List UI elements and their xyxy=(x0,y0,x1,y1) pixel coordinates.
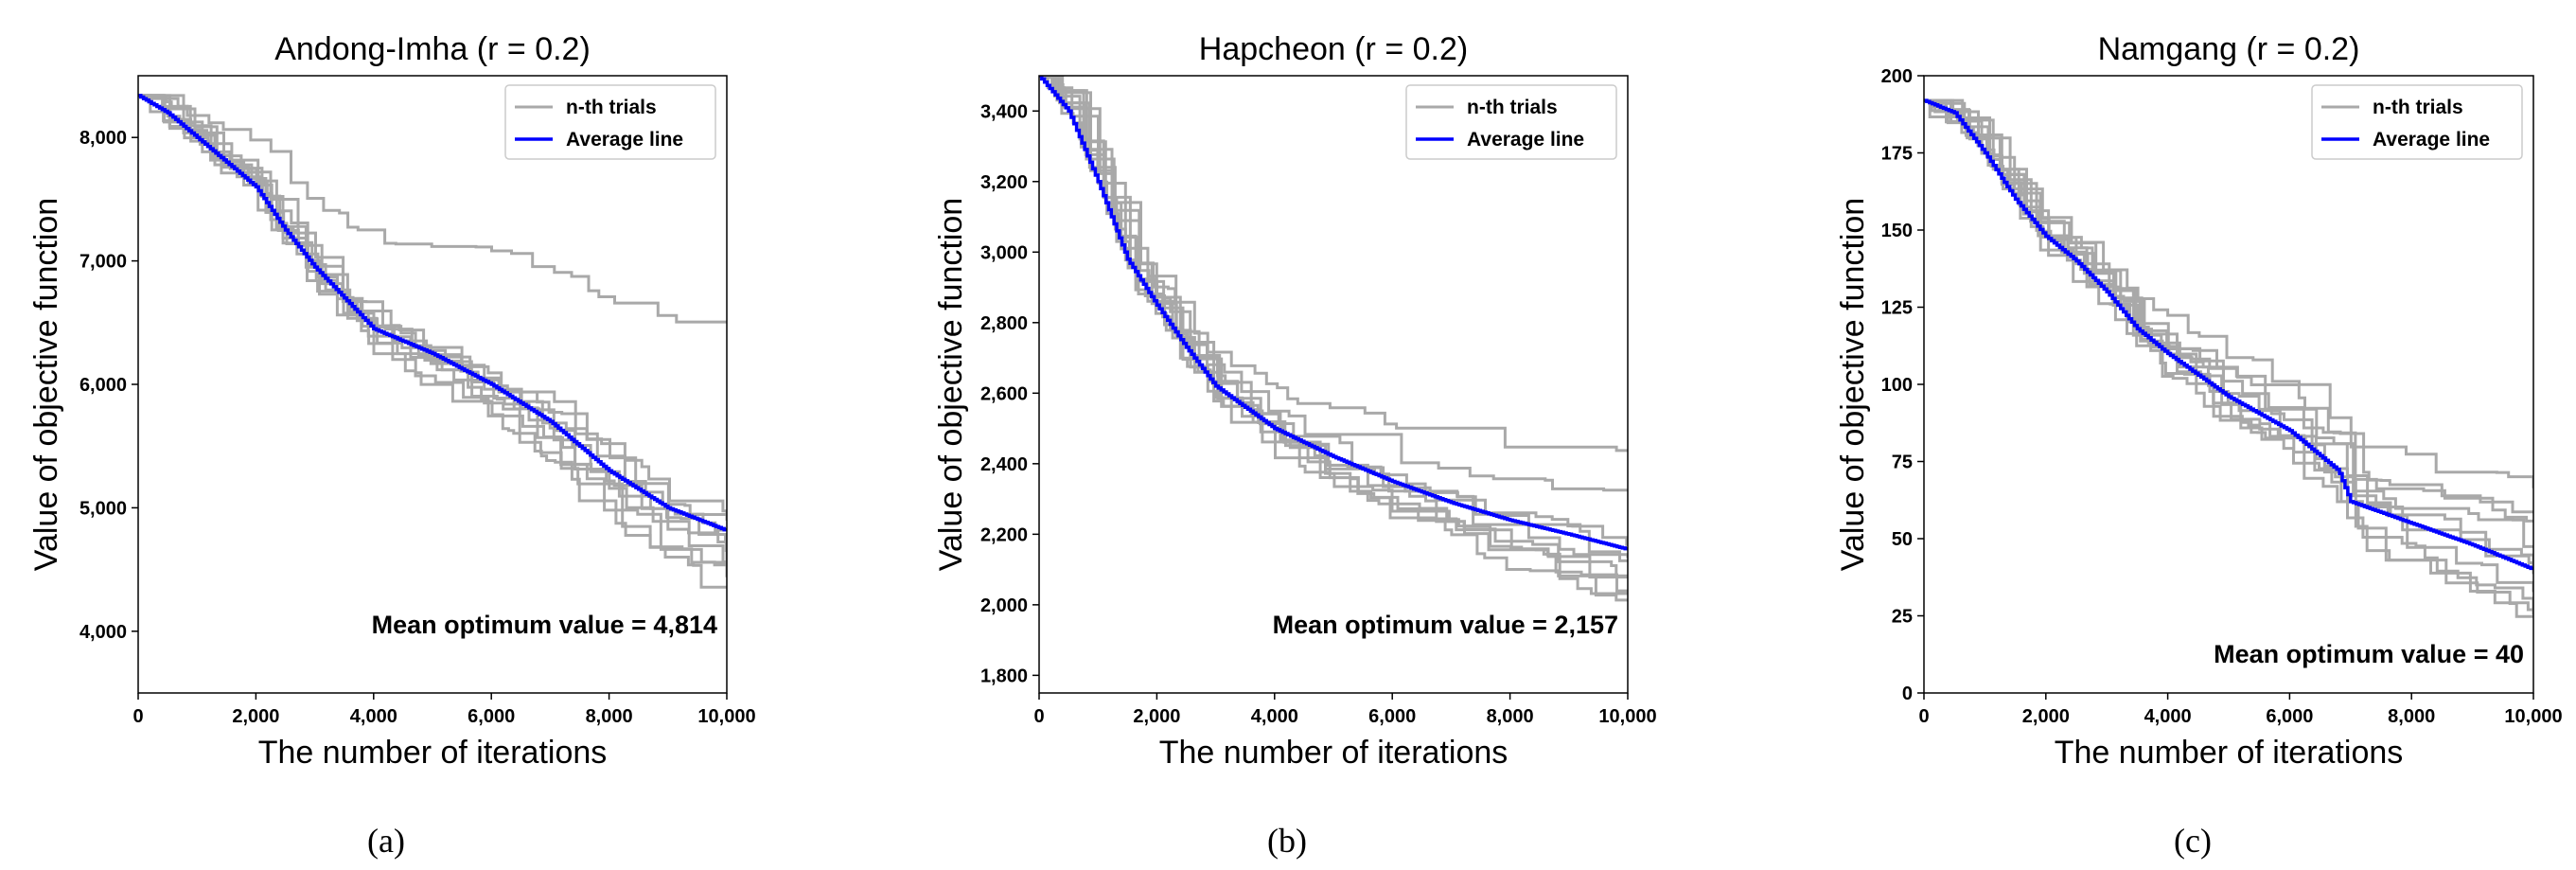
x-tick-label: 8,000 xyxy=(2388,706,2435,727)
mean-optimum-annotation: Mean optimum value = 40 xyxy=(2214,640,2524,668)
x-tick-label: 10,000 xyxy=(697,706,755,727)
x-tick-label: 4,000 xyxy=(1251,706,1298,727)
mean-optimum-annotation: Mean optimum value = 4,814 xyxy=(372,611,717,639)
trial-line xyxy=(1039,76,1628,595)
y-tick-label: 8,000 xyxy=(79,128,127,149)
legend-label-average: Average line xyxy=(566,129,683,151)
y-tick-label: 2,000 xyxy=(980,595,1028,616)
y-tick-label: 175 xyxy=(1881,144,1913,165)
x-tick-label: 2,000 xyxy=(2022,706,2070,727)
plot-area xyxy=(1924,98,2533,618)
x-axis-label: The number of iterations xyxy=(1159,735,1509,771)
plot-frame xyxy=(1038,75,1629,694)
trial-line xyxy=(138,94,727,532)
x-tick-label: 6,000 xyxy=(468,706,515,727)
x-tick-label: 2,000 xyxy=(1133,706,1180,727)
y-tick-label: 75 xyxy=(1892,453,1913,473)
y-tick-label: 2,400 xyxy=(980,454,1028,475)
y-tick-label: 6,000 xyxy=(79,375,127,396)
average-line xyxy=(138,94,727,532)
y-tick-label: 100 xyxy=(1881,375,1913,396)
x-tick-label: 8,000 xyxy=(1487,706,1534,727)
x-tick-label: 10,000 xyxy=(1598,706,1656,727)
chart-title: Hapcheon (r = 0.2) xyxy=(1199,31,1468,67)
y-axis-label: Value of objective function xyxy=(28,198,64,571)
legend-label-trials: n-th trials xyxy=(2373,97,2463,118)
chart-panel-2: Hapcheon (r = 0.2) 0 2,000 4,000 6,000 8,000 1… xyxy=(933,31,1657,860)
chart-title: Andong-Imha (r = 0.2) xyxy=(274,31,591,67)
trial-line xyxy=(1924,98,2533,488)
y-tick-label: 50 xyxy=(1892,529,1913,550)
legend-label-trials: n-th trials xyxy=(1467,97,1558,118)
panel-caption: (b) xyxy=(1267,822,1307,860)
legend-box xyxy=(1405,84,1617,160)
y-tick-label: 3,400 xyxy=(980,101,1028,122)
plot-area xyxy=(1039,76,1628,602)
y-tick-label: 200 xyxy=(1881,66,1913,87)
average-line xyxy=(1924,98,2533,571)
x-tick-label: 6,000 xyxy=(2266,706,2313,727)
panel-caption: (c) xyxy=(2174,822,2212,860)
y-tick-label: 3,000 xyxy=(980,242,1028,263)
y-tick-label: 0 xyxy=(1902,684,1913,704)
mean-optimum-annotation: Mean optimum value = 2,157 xyxy=(1273,611,1618,639)
trial-line xyxy=(1924,98,2533,615)
x-tick-label: 0 xyxy=(1033,706,1044,727)
chart-panel-3: Namgang (r = 0.2) 0 2,000 4,000 6,000 8,000 10… xyxy=(1835,31,2563,860)
legend: n-th trials Average line xyxy=(1405,84,1617,160)
trial-line xyxy=(138,94,727,563)
x-tick-label: 4,000 xyxy=(350,706,397,727)
y-tick-label: 150 xyxy=(1881,221,1913,241)
y-axis-label: Value of objective function xyxy=(1835,198,1871,571)
legend-label-trials: n-th trials xyxy=(566,97,657,118)
legend: n-th trials Average line xyxy=(2311,84,2523,160)
y-tick-label: 2,600 xyxy=(980,383,1028,404)
x-tick-label: 8,000 xyxy=(586,706,633,727)
panel-caption: (a) xyxy=(367,822,405,860)
x-tick-label: 0 xyxy=(1918,706,1929,727)
x-tick-label: 10,000 xyxy=(2504,706,2562,727)
legend-label-average: Average line xyxy=(2373,129,2490,151)
trial-line xyxy=(1924,98,2533,523)
y-axis-label: Value of objective function xyxy=(933,198,969,571)
average-line xyxy=(1039,76,1628,551)
trial-line xyxy=(138,94,727,324)
x-tick-label: 0 xyxy=(132,706,143,727)
chart-panel-1: Andong-Imha (r = 0.2) 0 2,000 4,000 6,000 8,0… xyxy=(28,31,756,860)
y-tick-label: 2,200 xyxy=(980,524,1028,545)
x-axis-label: The number of iterations xyxy=(258,735,608,771)
x-tick-label: 4,000 xyxy=(2144,706,2192,727)
y-tick-label: 1,800 xyxy=(980,666,1028,686)
legend-box xyxy=(504,84,716,160)
legend-box xyxy=(2311,84,2523,160)
chart-title: Namgang (r = 0.2) xyxy=(2098,31,2360,67)
x-tick-label: 2,000 xyxy=(232,706,279,727)
y-tick-label: 25 xyxy=(1892,607,1913,628)
x-axis-label: The number of iterations xyxy=(2055,735,2404,771)
x-tick-label: 6,000 xyxy=(1368,706,1416,727)
y-tick-label: 125 xyxy=(1881,298,1913,319)
trial-line xyxy=(138,94,727,589)
y-tick-label: 7,000 xyxy=(79,252,127,273)
y-tick-label: 4,000 xyxy=(79,622,127,643)
y-tick-label: 3,200 xyxy=(980,172,1028,193)
legend-label-average: Average line xyxy=(1467,129,1584,151)
legend: n-th trials Average line xyxy=(504,84,716,160)
plot-area xyxy=(138,94,727,589)
y-tick-label: 2,800 xyxy=(980,313,1028,334)
y-tick-label: 5,000 xyxy=(79,498,127,519)
